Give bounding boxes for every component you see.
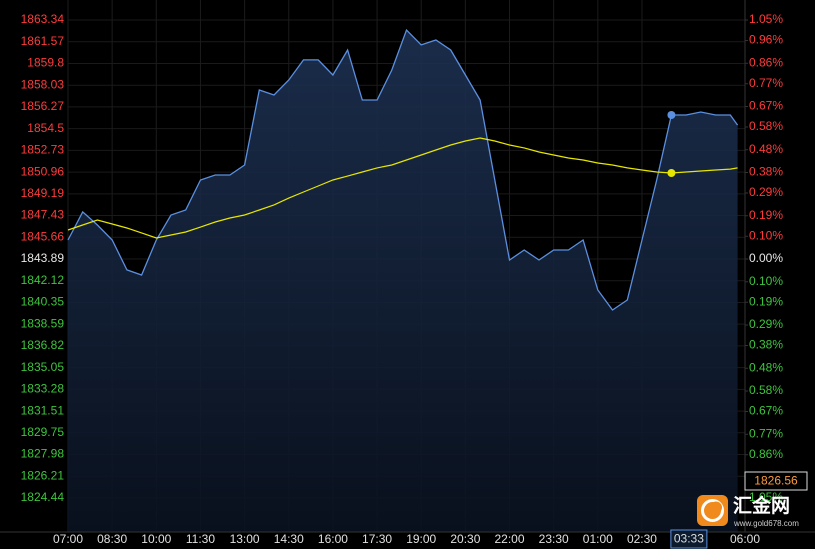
y2-tick-label: 0.19% [749, 294, 783, 308]
y-tick-label: 1863.34 [21, 12, 65, 26]
y2-tick-label: 0.10% [749, 228, 783, 242]
y2-tick-label: 0.48% [749, 360, 783, 374]
logo-url: www.gold678.com [733, 519, 799, 528]
y2-tick-label: 0.67% [749, 99, 783, 113]
time-cursor-label: 03:33 [674, 532, 704, 546]
cursor-dot [667, 168, 676, 177]
y2-tick-label: 0.38% [749, 338, 783, 352]
price-cursor-label: 1826.56 [754, 474, 798, 488]
y2-tick-label: 0.29% [749, 317, 783, 331]
y-tick-label: 1856.27 [21, 99, 65, 113]
y-tick-label: 1845.66 [21, 229, 65, 243]
y-tick-label: 1861.57 [21, 34, 65, 48]
y2-tick-label: 1.05% [749, 490, 783, 504]
y-tick-label: 1838.59 [21, 316, 65, 330]
y2-tick-label: 0.67% [749, 404, 783, 418]
x-tick-label: 11:30 [186, 532, 215, 546]
time-cursor-box: 03:33 [670, 529, 708, 549]
y-tick-label: 1840.35 [21, 295, 65, 309]
y-tick-label: 1859.8 [27, 56, 64, 70]
y-tick-label: 1831.51 [21, 403, 65, 417]
y2-tick-label: 0.48% [749, 142, 783, 156]
y-tick-label: 1854.5 [27, 121, 64, 135]
y2-tick-label: 0.96% [749, 33, 783, 47]
y-tick-label: 1829.75 [21, 425, 65, 439]
y2-tick-label: 0.58% [749, 383, 783, 397]
y-tick-label: 1850.96 [21, 164, 65, 178]
y2-tick-label: 0.19% [749, 208, 783, 222]
y-tick-label: 1835.05 [21, 360, 65, 374]
y2-tick-label: 0.00% [749, 251, 783, 265]
x-tick-label: 02:30 [627, 532, 657, 546]
logo-cut [710, 501, 722, 514]
logo-ring [701, 499, 724, 522]
x-tick-label: 16:00 [318, 532, 348, 546]
y-tick-label: 1827.98 [21, 447, 65, 461]
y-tick-label: 1824.44 [21, 490, 65, 504]
y2-tick-label: 1.05% [749, 12, 783, 26]
y-tick-label: 1826.21 [21, 468, 65, 482]
y2-tick-label: 0.58% [749, 119, 783, 133]
y-tick-label: 1833.28 [21, 382, 65, 396]
watermark: 汇金网 www.gold678.com [697, 494, 799, 528]
y-tick-label: 1858.03 [21, 77, 65, 91]
y-tick-label: 1842.12 [21, 273, 65, 287]
x-tick-label: 23:30 [539, 532, 569, 546]
y2-tick-label: 0.29% [749, 185, 783, 199]
line [67, 137, 738, 239]
price-cursor-box: 1826.56 [744, 471, 808, 491]
y2-tick-label: 0.77% [749, 426, 783, 440]
x-tick-label: 06:00 [730, 532, 760, 546]
x-tick-label: 19:00 [406, 532, 436, 546]
y2-tick-label: 0.86% [749, 447, 783, 461]
y2-tick-label: 0.10% [749, 274, 783, 288]
x-tick-label: 07:00 [53, 532, 83, 546]
y-tick-label: 1836.82 [21, 338, 65, 352]
x-tick-label: 01:00 [583, 532, 613, 546]
plot [67, 28, 739, 532]
y2-tick-label: 0.77% [749, 76, 783, 90]
y-tick-label: 1847.43 [21, 208, 65, 222]
x-tick-label: 20:30 [450, 532, 480, 546]
price-cursor-frame [744, 471, 808, 491]
x-tick-label: 08:30 [97, 532, 127, 546]
x-tick-label: 14:30 [274, 532, 304, 546]
y-tick-label: 1843.89 [21, 251, 65, 265]
y-tick-label: 1852.73 [21, 143, 65, 157]
x-tick-label: 13:00 [230, 532, 260, 546]
x-tick-label: 17:30 [362, 532, 392, 546]
y-tick-label: 1849.19 [21, 186, 65, 200]
y2-tick-label: 0.86% [749, 55, 783, 69]
area [68, 30, 738, 532]
x-tick-label: 10:00 [141, 532, 171, 546]
y2-tick-label: 0.38% [749, 165, 783, 179]
time-cursor-frame [670, 529, 708, 549]
logo-name: 汇金网 [733, 494, 790, 517]
x-tick-label: 22:00 [495, 532, 525, 546]
cursor-dot [667, 110, 676, 119]
line [67, 28, 739, 311]
